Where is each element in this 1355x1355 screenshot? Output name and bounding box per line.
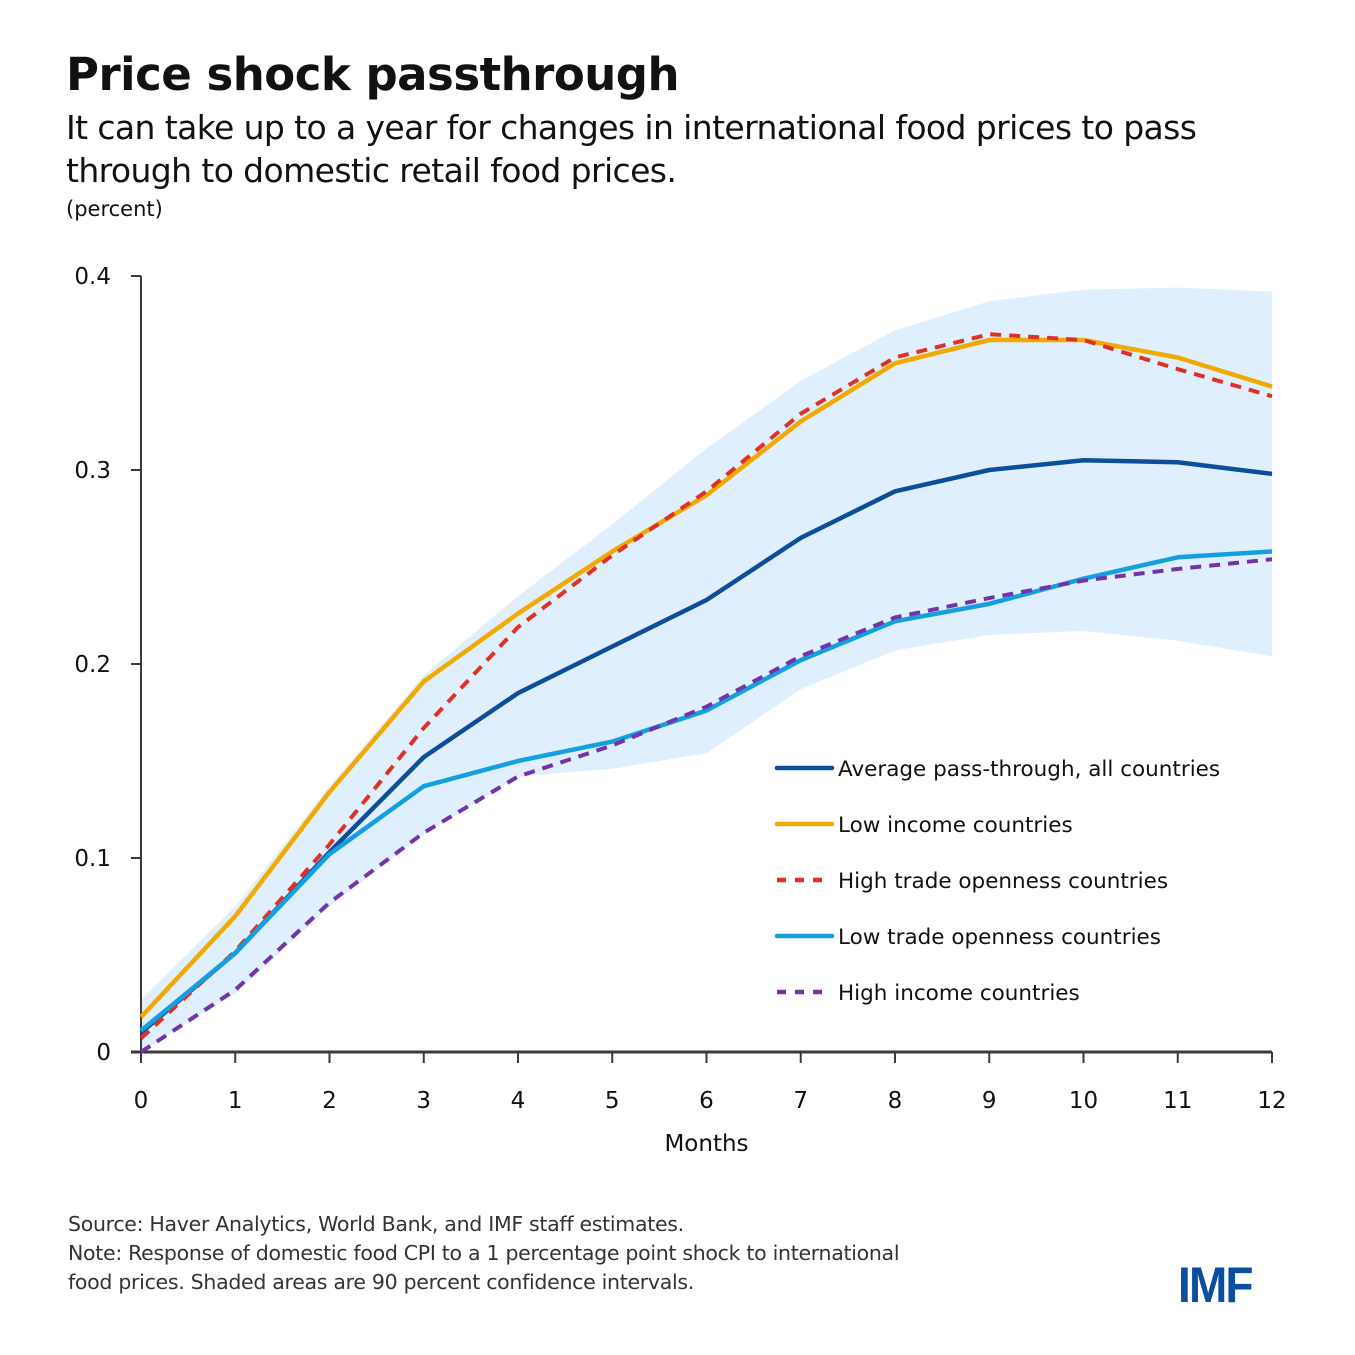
note-line-2: food prices. Shaded areas are 90 percent… (68, 1270, 694, 1294)
y-tick-label: 0.1 (74, 846, 111, 872)
chart-subtitle: It can take up to a year for changes in … (66, 108, 1197, 190)
x-tick-label: 8 (888, 1088, 903, 1114)
note-line-1: Note: Response of domestic food CPI to a… (68, 1241, 900, 1265)
x-tick-label: 2 (322, 1088, 337, 1114)
confidence-band (141, 287, 1272, 1052)
x-tick-label: 3 (416, 1088, 431, 1114)
chart-footer: Source: Haver Analytics, World Bank, and… (68, 1210, 1118, 1297)
x-tick-label: 9 (982, 1088, 997, 1114)
y-tick-label: 0.4 (74, 264, 111, 290)
x-tick-label: 7 (793, 1088, 808, 1114)
x-tick-label: 12 (1257, 1088, 1286, 1114)
x-tick-label: 4 (511, 1088, 526, 1114)
legend-label: High trade openness countries (838, 869, 1168, 894)
legend-label: Average pass-through, all countries (838, 757, 1220, 782)
x-tick-label: 0 (134, 1088, 149, 1114)
x-tick-label: 11 (1163, 1088, 1192, 1114)
x-tick-label: 1 (228, 1088, 243, 1114)
y-axis-unit-label: (percent) (66, 197, 163, 221)
x-axis-title: Months (664, 1131, 748, 1157)
legend-label: Low trade openness countries (838, 925, 1161, 950)
x-tick-label: 6 (699, 1088, 714, 1114)
series-line-high-trade (139, 332, 1273, 1040)
series-line-low-income (139, 337, 1273, 1019)
x-tick-label: 10 (1069, 1088, 1098, 1114)
imf-logo: IMF (1178, 1257, 1254, 1313)
series-line-high-income (139, 557, 1273, 1054)
y-tick-label: 0 (96, 1040, 111, 1066)
legend-label: High income countries (838, 981, 1080, 1006)
y-tick-label: 0.2 (74, 652, 111, 678)
legend: Average pass-through, all countries Low i… (774, 757, 1220, 1006)
chart-title: Price shock passthrough (66, 48, 680, 101)
legend-label: Low income countries (838, 813, 1073, 838)
x-tick-label: 5 (605, 1088, 620, 1114)
series-lines (139, 332, 1273, 1054)
source-note: Source: Haver Analytics, World Bank, and… (68, 1212, 684, 1236)
y-tick-label: 0.3 (74, 458, 111, 484)
confidence-band-layer (141, 287, 1272, 1052)
